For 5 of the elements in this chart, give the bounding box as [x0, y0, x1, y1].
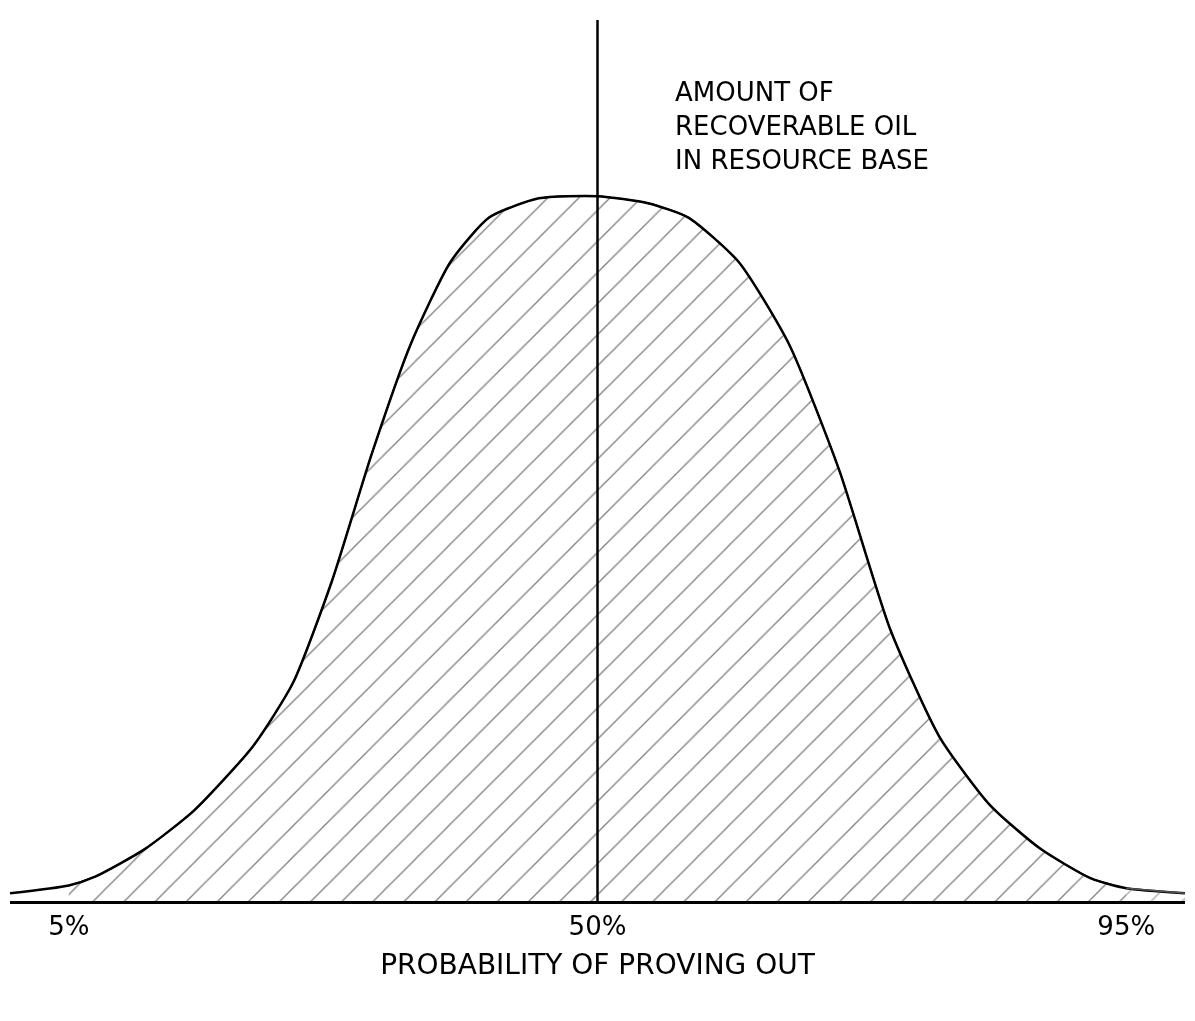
- x-tick-label: 50%: [568, 911, 627, 942]
- x-axis-title: PROBABILITY OF PROVING OUT: [380, 948, 816, 982]
- annotation: AMOUNT OF RECOVERABLE OIL IN RESOURCE BASE: [675, 77, 930, 175]
- x-tick-label: 95%: [1097, 911, 1156, 942]
- x-tick-label: 5%: [48, 911, 90, 942]
